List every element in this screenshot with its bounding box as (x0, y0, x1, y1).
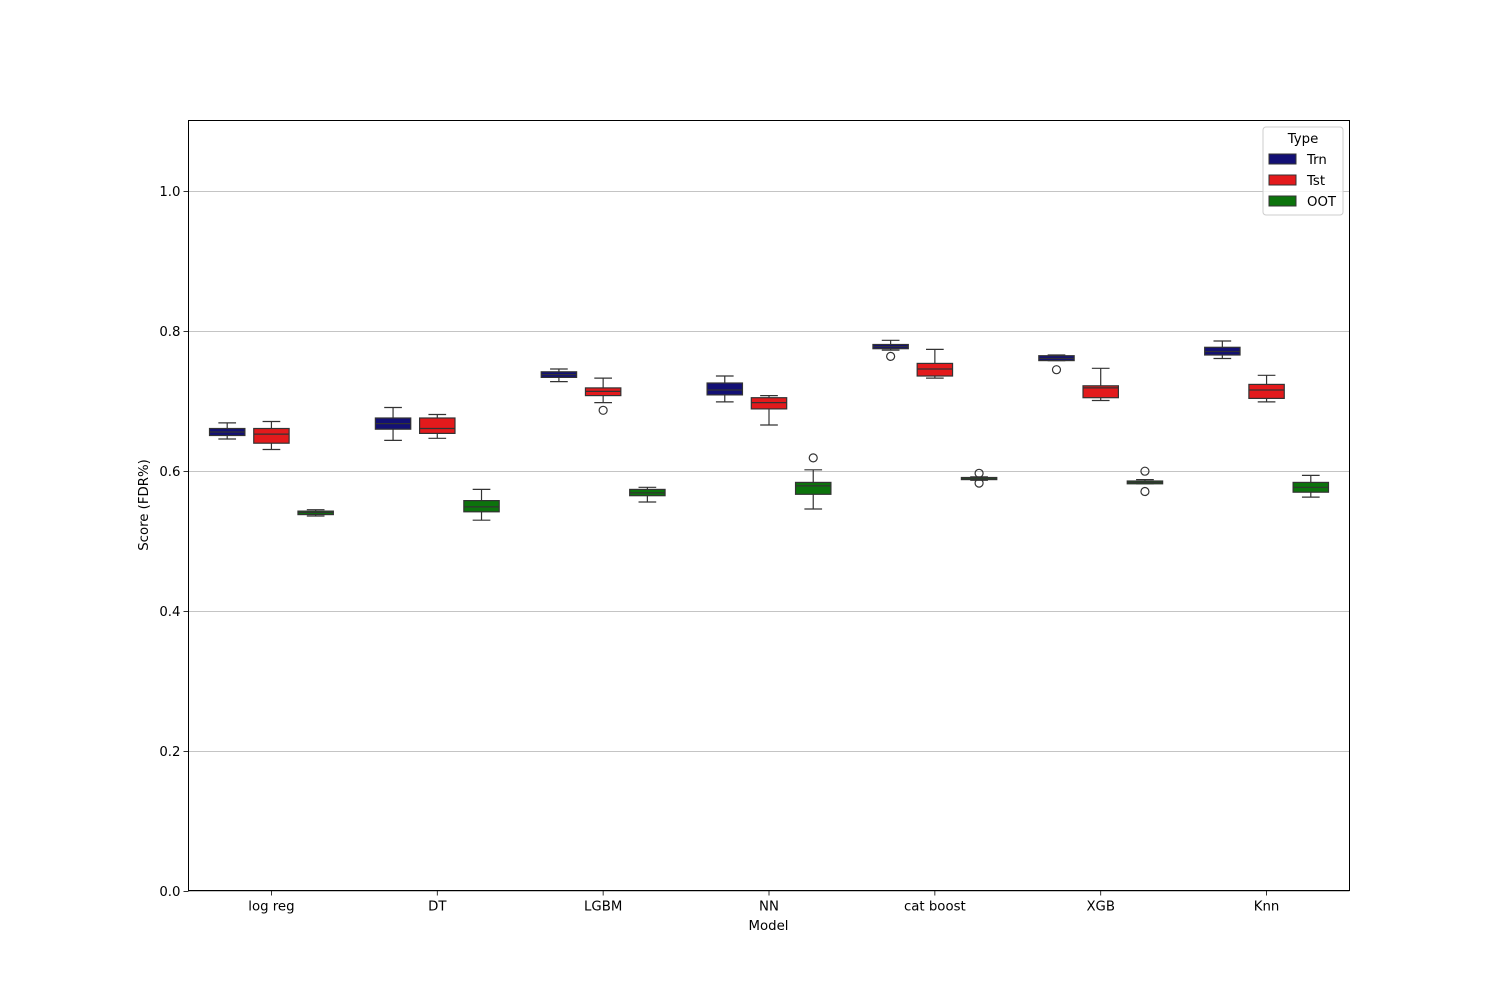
box-trn (208, 422, 246, 440)
gridlines (188, 191, 1350, 892)
y-tick-label: 0.8 (159, 325, 180, 340)
outlier-point (886, 351, 896, 361)
y-tick-label: 0.0 (159, 885, 180, 900)
legend-items: Trn Tst OOT (1268, 153, 1337, 210)
box-trn (706, 375, 744, 403)
y-axis: 0.0 0.2 0.4 0.6 0.8 1.0 (159, 185, 189, 900)
box-oot (1126, 466, 1164, 497)
x-tick-label: DT (428, 900, 447, 915)
x-tick-label: cat boost (904, 900, 966, 915)
legend-frame (1262, 126, 1344, 216)
legend-swatch-oot (1268, 195, 1297, 207)
box-tst (916, 348, 954, 379)
legend-title: Type (1287, 132, 1319, 147)
box-oot (629, 486, 666, 503)
box-tst (1248, 374, 1285, 403)
legend-label-tst: Tst (1306, 174, 1325, 189)
outlier-point (1140, 466, 1150, 476)
box-trn (872, 339, 909, 361)
legend-swatch-tst (1268, 174, 1297, 186)
box-body (1082, 385, 1120, 399)
box-oot (463, 488, 500, 521)
x-tick-label: Knn (1254, 900, 1280, 915)
box-tst (1082, 367, 1120, 402)
box-trn (374, 406, 412, 441)
box-body (916, 362, 954, 377)
outlier-point (1051, 365, 1062, 375)
legend-label-oot: OOT (1307, 195, 1337, 210)
legend-swatch-trn (1268, 153, 1297, 165)
box-body (253, 427, 290, 444)
boxes (208, 339, 1330, 521)
box-body (463, 500, 500, 513)
box-trn (540, 368, 578, 383)
x-tick-label: NN (759, 900, 779, 915)
box-tst (750, 395, 788, 426)
box-trn (1204, 340, 1241, 360)
box-body (1248, 383, 1285, 399)
box-body (418, 417, 456, 434)
legend: Type Trn Tst OOT (1262, 126, 1344, 216)
box-body (706, 382, 744, 396)
outlier-point (1140, 486, 1150, 497)
x-tick-label: XGB (1086, 900, 1115, 915)
y-tick-label: 1.0 (159, 185, 180, 200)
legend-label-trn: Trn (1306, 153, 1327, 168)
box-body (794, 481, 832, 495)
x-axis-label: Model (749, 919, 789, 934)
x-tick-label: LGBM (584, 900, 622, 915)
box-tst (584, 377, 622, 415)
outlier-point (598, 405, 608, 415)
y-axis-label: Score (FDR%) (137, 459, 152, 551)
box-body (750, 397, 788, 410)
x-tick-label: log reg (248, 900, 294, 915)
y-tick-label: 0.2 (159, 745, 180, 760)
outlier-point (974, 468, 984, 478)
box-oot (1292, 474, 1330, 498)
box-oot (794, 453, 832, 510)
y-tick-label: 0.6 (159, 465, 180, 480)
box-tst (418, 413, 456, 439)
outlier-point (974, 478, 984, 488)
outlier-point (808, 453, 818, 463)
box-oot (960, 468, 998, 488)
box-oot (297, 509, 334, 517)
box-trn (1038, 354, 1075, 375)
x-axis: log reg DT LGBM NN cat boost XGB Knn (248, 890, 1280, 915)
box-tst (253, 420, 290, 451)
y-tick-label: 0.4 (159, 605, 180, 620)
